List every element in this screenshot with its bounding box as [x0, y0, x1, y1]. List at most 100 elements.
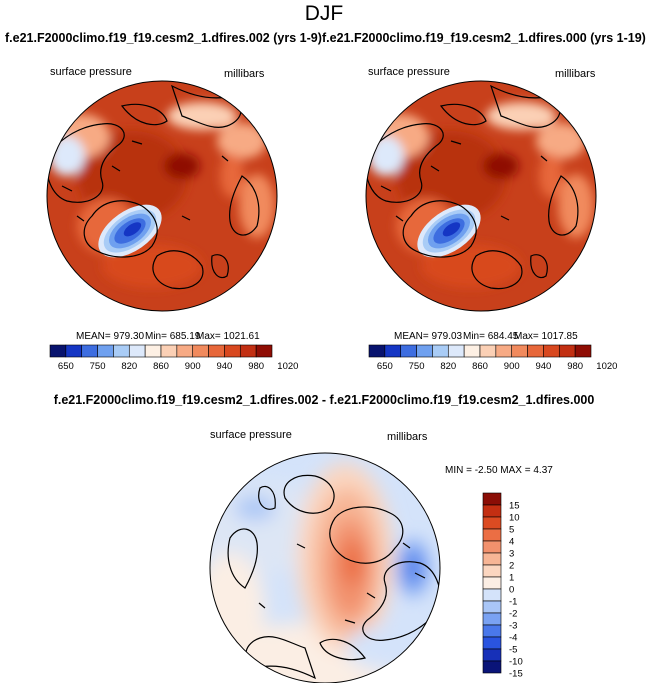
panel3-colorbar-swatch	[482, 624, 502, 638]
difference-title: f.e21.F2000climo.f19_f19.cesm2_1.dfires.…	[53, 393, 595, 407]
panel3-colorbar-tick-label: 5	[509, 525, 514, 536]
panel1-colorbar-swatch	[65, 344, 83, 358]
panel1-colorbar-tick-label: 750	[90, 361, 106, 372]
panel2-colorbar-swatch	[463, 344, 481, 358]
panel3-colorbar-tick-label: -4	[509, 633, 517, 644]
panel3-colorbar-swatch	[482, 636, 502, 650]
panel3-colorbar-swatch	[482, 516, 502, 530]
panel3-variable-label: surface pressure	[210, 429, 292, 441]
panel3-colorbar-tick-label: 10	[509, 513, 520, 524]
panel3-colorbar-swatch	[482, 588, 502, 602]
panel1-polar-map	[47, 56, 302, 336]
panel3-colorbar-tick-label: -15	[509, 669, 523, 680]
panel1-colorbar-swatch	[81, 344, 98, 358]
panel2-colorbar-swatch	[368, 344, 386, 358]
panel3-units-label: millibars	[387, 431, 428, 443]
panel3-colorbar-tick-label: -10	[509, 657, 523, 668]
panel2-colorbar-tick-label: 1020	[596, 361, 617, 372]
panel2-mean-label: MEAN= 979.03	[394, 331, 463, 342]
panel3-colorbar-swatch	[482, 540, 502, 554]
panel2-colorbar-tick-label: 900	[504, 361, 520, 372]
panel3-colorbar-swatch	[482, 612, 502, 626]
panel1-colorbar-tick-label: 980	[248, 361, 264, 372]
panel3-colorbar-swatch	[482, 648, 502, 662]
panel2-colorbar-swatch	[511, 344, 528, 358]
panel1-colorbar-tick-label: 650	[58, 361, 74, 372]
panel1-max-label: Max= 1021.61	[196, 331, 260, 342]
panel2-colorbar-swatch	[527, 344, 544, 358]
panel3-colorbar-swatch	[482, 552, 502, 566]
panel3-colorbar-tick-label: 4	[509, 537, 514, 548]
panel1-colorbar-swatch	[144, 344, 162, 358]
panel1-colorbar: 650 750 820 860 900 940 980 1020	[49, 344, 298, 372]
panel2-colorbar-swatch	[432, 344, 449, 358]
season-title: DJF	[304, 2, 344, 25]
panel1-colorbar-tick-label: 820	[121, 361, 137, 372]
panel2-colorbar-swatch	[447, 344, 465, 358]
panel2-colorbar-tick-label: 820	[440, 361, 456, 372]
panel2-colorbar-swatch	[495, 344, 513, 358]
panel2-colorbar-swatch	[479, 344, 497, 358]
panel1-min-label: Min= 685.19	[145, 331, 201, 342]
panel3-stats-label: MIN = -2.50 MAX = 4.37	[445, 465, 553, 476]
panel1-colorbar-swatch	[192, 344, 209, 358]
panel3-colorbar-swatch	[482, 660, 502, 674]
panel3-colorbar-swatch	[482, 564, 502, 578]
panel3-colorbar-tick-label: 0	[509, 585, 514, 596]
panel2-colorbar-tick-label: 750	[409, 361, 425, 372]
panel1-colorbar-tick-label: 1020	[277, 361, 298, 372]
panel3-colorbar-tick-label: -5	[509, 645, 517, 656]
panel1-colorbar-tick-label: 940	[216, 361, 232, 372]
panel3-map-border	[209, 452, 441, 683]
panel3-colorbar-tick-label: 15	[509, 501, 520, 512]
panel2-units-label: millibars	[555, 68, 596, 80]
panel3-colorbar-swatch	[482, 600, 502, 614]
panel1-colorbar-tick-label: 860	[153, 361, 169, 372]
panel3-colorbar-tick-label: -1	[509, 597, 517, 608]
panel1-units-label: millibars	[224, 68, 265, 80]
panel3-colorbar-swatch	[482, 504, 502, 518]
panel1-colorbar-swatch	[208, 344, 225, 358]
panel1-colorbar-swatch	[97, 344, 114, 358]
panel3-colorbar-swatch	[482, 492, 502, 506]
panel2-colorbar: 650 750 820 860 900 940 980 1020	[368, 344, 617, 372]
panel2-colorbar-swatch	[416, 344, 433, 358]
panel2-colorbar-tick-label: 980	[567, 361, 583, 372]
panel2-polar-map	[366, 56, 621, 336]
panel1-colorbar-swatch	[255, 344, 273, 358]
panel2-colorbar-swatch	[400, 344, 417, 358]
panel2-variable-label: surface pressure	[368, 66, 450, 78]
panel1-colorbar-swatch	[160, 344, 178, 358]
panel2-colorbar-tick-label: 940	[535, 361, 551, 372]
panel2-colorbar-swatch	[574, 344, 592, 358]
panel2-colorbar-swatch	[543, 344, 560, 358]
panel2-max-label: Max= 1017.85	[514, 331, 578, 342]
panel3-colorbar-swatch	[482, 528, 502, 542]
panel3-colorbar-tick-label: 2	[509, 561, 514, 572]
panel2-colorbar-swatch	[384, 344, 402, 358]
panel1-colorbar-swatch	[113, 344, 130, 358]
panel3-colorbar-tick-label: 1	[509, 573, 514, 584]
panel1-variable-label: surface pressure	[50, 66, 132, 78]
panel1-colorbar-swatch	[49, 344, 67, 358]
panel3-colorbar-tick-label: 3	[509, 549, 514, 560]
panel2-colorbar-tick-label: 650	[377, 361, 393, 372]
panel1-colorbar-swatch	[224, 344, 241, 358]
panel2-colorbar-swatch	[558, 344, 576, 358]
panel1-colorbar-swatch	[128, 344, 146, 358]
panel3-colorbar-tick-label: -3	[509, 621, 517, 632]
panel1-colorbar-swatch	[176, 344, 194, 358]
panel3-polar-map	[210, 453, 440, 683]
case-title-right: f.e21.F2000climo.f19_f19.cesm2_1.dfires.…	[322, 31, 646, 45]
panel2-min-label: Min= 684.45	[463, 331, 519, 342]
panel1-map-border	[46, 80, 278, 312]
panel3-colorbar-swatch	[482, 576, 502, 590]
panel2-colorbar-tick-label: 860	[472, 361, 488, 372]
panel2-map-border	[365, 80, 597, 312]
panel1-colorbar-swatch	[239, 344, 257, 358]
panel1-mean-label: MEAN= 979.30	[76, 331, 145, 342]
panel1-colorbar-tick-label: 900	[185, 361, 201, 372]
panel3-colorbar-tick-label: -2	[509, 609, 517, 620]
